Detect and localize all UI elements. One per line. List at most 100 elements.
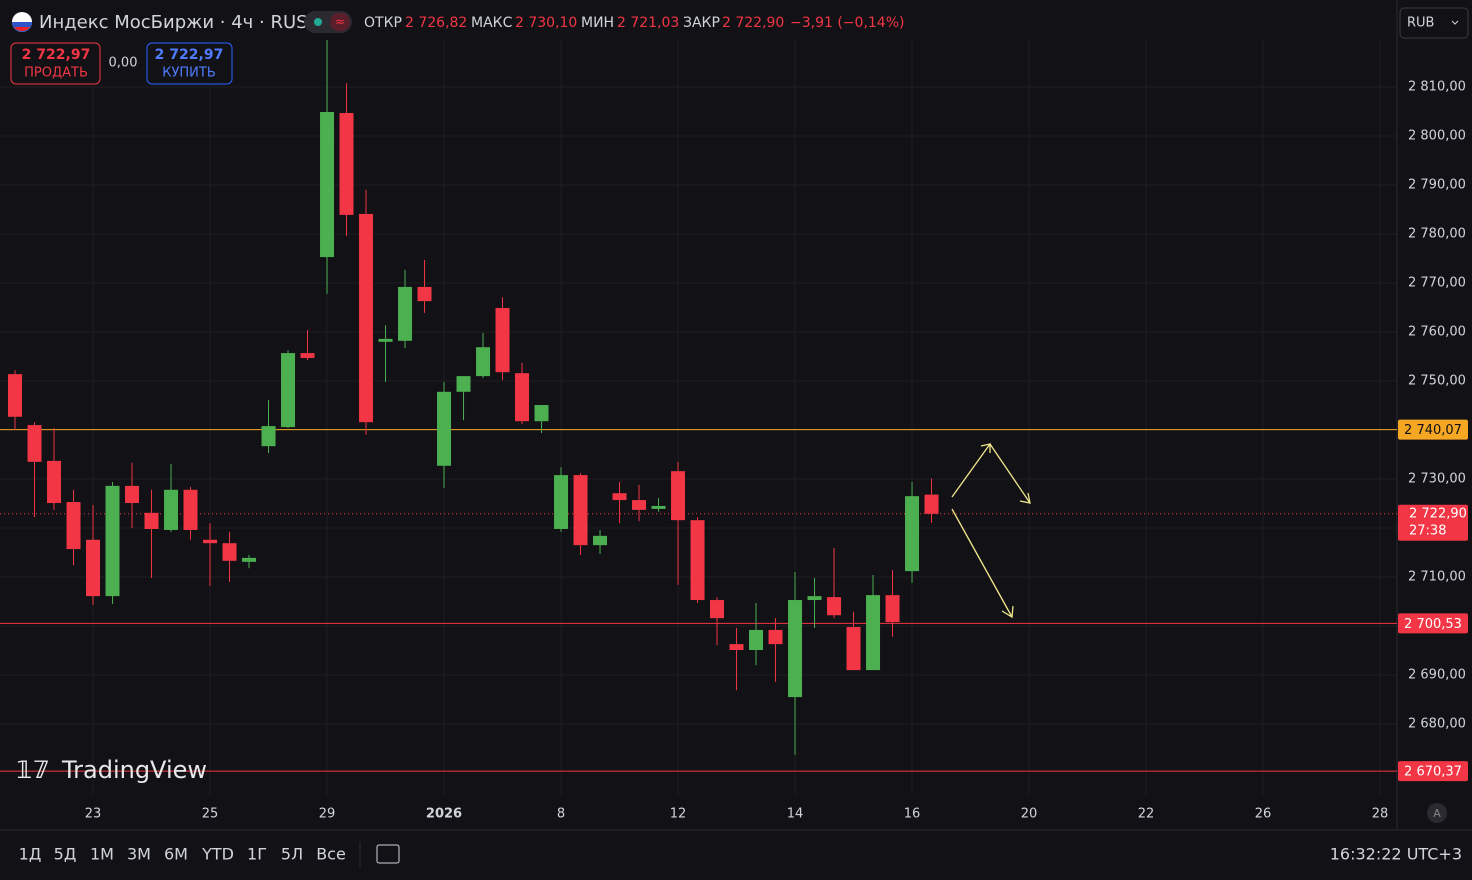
drawing-arrow[interactable]	[951, 508, 1013, 618]
status-dot	[314, 18, 322, 26]
last-price-label: 2 722,90	[1409, 506, 1467, 521]
range-button[interactable]: 1Г	[247, 845, 267, 864]
range-button[interactable]: YTD	[201, 845, 234, 864]
chevron	[1451, 20, 1459, 25]
range-button[interactable]: 5Л	[281, 845, 303, 864]
range-button[interactable]: 1М	[90, 845, 114, 864]
y-tick-label: 2 710,00	[1408, 570, 1466, 585]
logo-mark: 𝟙𝟟	[16, 756, 49, 784]
buy-button[interactable]	[146, 42, 233, 85]
y-tick-label: 2 770,00	[1408, 276, 1466, 291]
candle-body	[261, 426, 276, 447]
range-button[interactable]: 6М	[164, 845, 188, 864]
y-tick-label: 2 680,00	[1408, 717, 1466, 732]
x-tick-label: 29	[319, 807, 336, 822]
candle-body	[866, 595, 881, 671]
ohlc-label: ЗАКР	[683, 15, 720, 31]
auto-scale-label: A	[1433, 807, 1441, 820]
range-button[interactable]: 3М	[127, 845, 151, 864]
candle-body	[515, 373, 530, 422]
candle-body	[534, 405, 549, 422]
y-tick-label: 2 780,00	[1408, 227, 1466, 242]
candle-body	[144, 512, 159, 529]
candle-body	[495, 308, 510, 373]
candle-body	[398, 286, 413, 341]
candle-body	[183, 489, 198, 530]
symbol-title[interactable]: Индекс МосБиржи · 4ч · RUS	[39, 12, 308, 33]
arrowhead	[1001, 605, 1014, 619]
candle-body	[417, 286, 432, 302]
price-label: 2 670,37	[1404, 765, 1462, 780]
candle-body	[476, 347, 491, 377]
candle-body	[320, 112, 335, 258]
goto-date-icon[interactable]	[376, 844, 400, 864]
candle-body	[807, 596, 822, 601]
candle-body	[846, 626, 861, 671]
buy-price: 2 722,97	[155, 47, 224, 63]
candle-body	[66, 502, 81, 550]
sell-button[interactable]	[10, 42, 101, 85]
x-tick-label: 8	[557, 807, 565, 822]
candle-body	[651, 505, 666, 509]
candle-body	[690, 520, 705, 601]
currency-select[interactable]	[1399, 7, 1469, 39]
ohlc-label: МИН	[581, 15, 614, 31]
candle-body	[924, 494, 939, 514]
price-label-box	[1398, 761, 1468, 782]
x-tick-label: 25	[202, 807, 219, 822]
range-button[interactable]: Все	[316, 845, 346, 864]
candle-body	[203, 539, 218, 544]
range-button[interactable]: 1Д	[19, 845, 42, 864]
candle-body	[300, 353, 315, 358]
candle-body	[710, 600, 725, 619]
price-label: 2 700,53	[1404, 617, 1462, 632]
x-tick-label: 2026	[426, 807, 462, 822]
y-tick-label: 2 810,00	[1408, 80, 1466, 95]
candle-body	[164, 489, 179, 530]
candle-body	[749, 629, 764, 651]
ohlc-value: 2 726,82	[405, 15, 467, 31]
candle-body	[242, 557, 257, 562]
ohlc-value: 2 722,90	[722, 15, 784, 31]
candle-body	[378, 338, 393, 342]
y-tick-label: 2 800,00	[1408, 129, 1466, 144]
range-button[interactable]: 5Д	[54, 845, 77, 864]
candle-body	[222, 543, 237, 561]
status-delay	[330, 13, 350, 31]
candle-body	[125, 485, 140, 504]
clock[interactable]: 16:32:22 UTC+3	[1330, 845, 1462, 864]
x-tick-label: 28	[1372, 807, 1389, 822]
candle-body	[359, 213, 374, 423]
price-label: 2 740,07	[1404, 423, 1462, 438]
ohlc-value: 2 721,03	[617, 15, 679, 31]
ohlc-label: МАКС	[471, 15, 513, 31]
status-icon: ≈	[335, 15, 345, 29]
countdown: 27:38	[1409, 523, 1446, 538]
arrowhead	[980, 443, 1031, 504]
candle-body	[905, 496, 920, 572]
drawing[interactable]	[951, 442, 1031, 619]
flag	[14, 27, 30, 31]
x-tick-label: 14	[787, 807, 804, 822]
candle-body	[593, 535, 608, 546]
buy-label: КУПИТЬ	[162, 66, 216, 81]
candle-body	[671, 471, 686, 521]
candle-body	[437, 391, 452, 466]
logo[interactable]: TradingView	[61, 756, 207, 784]
x-tick-label: 23	[85, 807, 102, 822]
candle-body	[612, 493, 627, 501]
x-tick-label: 20	[1021, 807, 1038, 822]
y-tick-label: 2 730,00	[1408, 472, 1466, 487]
candle-body	[339, 112, 354, 215]
x-tick-label: 22	[1138, 807, 1155, 822]
y-tick-label: 2 750,00	[1408, 374, 1466, 389]
candle-body	[827, 597, 842, 616]
spread: 0,00	[109, 56, 138, 71]
candle-body	[86, 539, 101, 597]
price-label-box	[1398, 419, 1468, 440]
candle-body	[788, 600, 803, 698]
auto-scale[interactable]	[1427, 803, 1447, 823]
y-tick-label: 2 690,00	[1408, 668, 1466, 683]
